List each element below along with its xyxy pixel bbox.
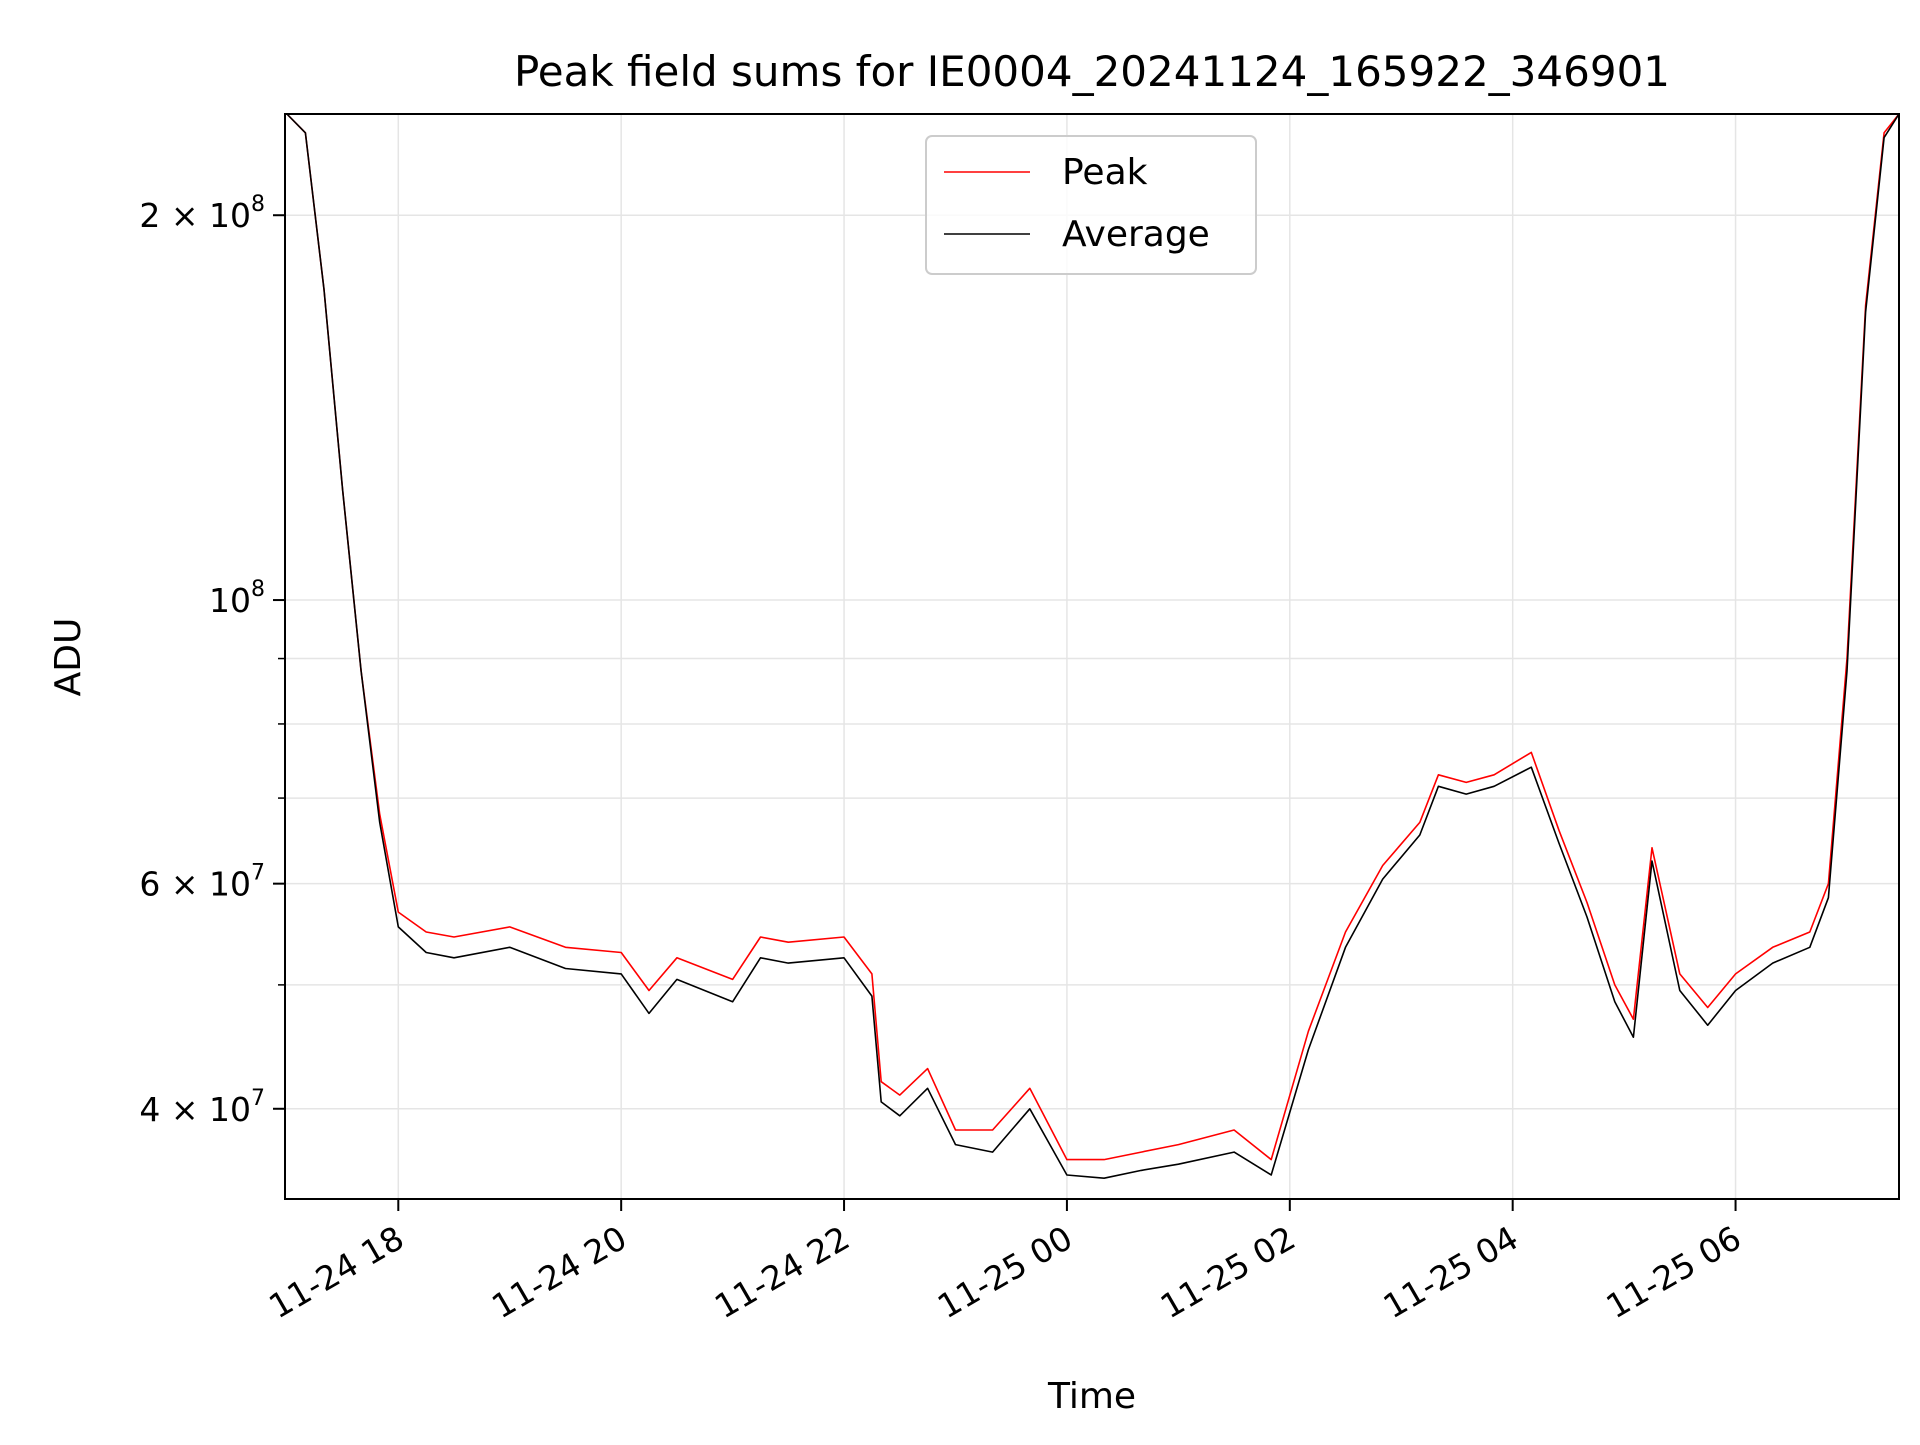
y-tick-label-exponent: 8 [251,192,265,217]
y-tick-label-base: 10 [209,581,251,620]
y-tick-label: 6 × 107 [139,861,265,904]
series-line-average [286,113,1900,1179]
y-tick-label-exponent: 8 [251,577,265,602]
plot-frame [284,113,1900,1200]
y-tick-label-base: 4 × 10 [139,1090,251,1129]
y-tick-label: 4 × 107 [139,1086,265,1129]
y-tick-label: 2 × 108 [139,192,265,235]
y-tick-label-base: 6 × 10 [139,865,251,904]
legend: Peak Average [925,135,1257,275]
series-layer [286,113,1900,1179]
y-tick-label-exponent: 7 [251,1086,265,1111]
x-axis-label: Time [1047,1376,1136,1417]
y-tick-label-base: 2 × 10 [139,196,251,235]
legend-label-average: Average [1062,214,1210,255]
chart-title: Peak field sums for IE0004_20241124_1659… [514,47,1670,96]
legend-box [925,135,1257,275]
legend-label-peak: Peak [1062,152,1148,193]
y-tick-label: 108 [209,577,265,620]
series-line-peak [286,113,1900,1161]
y-tick-label-exponent: 7 [251,861,265,886]
y-axis-label: ADU [48,618,89,697]
